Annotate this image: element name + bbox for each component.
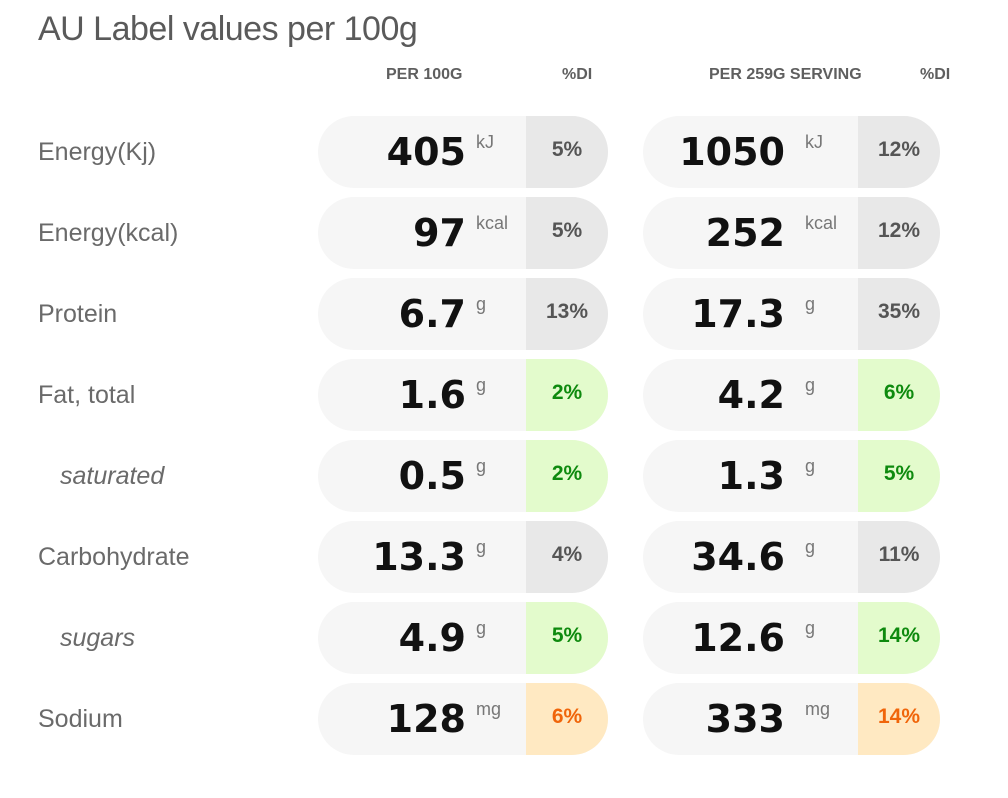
per-100g-pill: 97 kcal 5%: [318, 197, 608, 269]
per-serving-unit: kJ: [805, 132, 823, 152]
header-per-100g: PER 100G: [386, 66, 463, 83]
per-serving-pill: 12.6 g 14%: [643, 602, 940, 674]
per-serving-pill: 17.3 g 35%: [643, 278, 940, 350]
per-100g-unit: g: [476, 456, 487, 476]
per-100g-pill: 128 mg 6%: [318, 683, 608, 755]
per-serving-di: 35%: [858, 278, 940, 350]
per-serving-unit: g: [805, 537, 816, 557]
per-serving-di: 14%: [858, 683, 940, 755]
per-serving-pill: 1050 kJ 12%: [643, 116, 940, 188]
nutrition-row-2: Protein 6.7 g 13% 17.3 g 35%: [0, 278, 1008, 359]
per-100g-unit: kcal: [476, 213, 509, 233]
per-100g-unit: g: [476, 537, 487, 557]
per-100g-value: 1.6: [398, 373, 466, 417]
per-100g-value: 128: [386, 697, 466, 741]
per-100g-di: 13%: [526, 278, 608, 350]
nutrition-row-0: Energy(Kj) 405 kJ 5% 1050 kJ 12%: [0, 116, 1008, 197]
per-100g-unit: mg: [476, 699, 502, 719]
nutrient-label: Energy(kcal): [38, 219, 179, 247]
per-serving-value: 333: [705, 697, 785, 741]
per-100g-pill: 0.5 g 2%: [318, 440, 608, 512]
nutrient-label: saturated: [60, 462, 165, 490]
per-100g-unit: kJ: [476, 132, 494, 152]
page-title: AU Label values per 100g: [38, 10, 418, 48]
per-100g-di: 2%: [526, 359, 608, 431]
per-100g-value: 4.9: [398, 616, 466, 660]
per-serving-pill: 333 mg 14%: [643, 683, 940, 755]
per-serving-di: 12%: [858, 116, 940, 188]
nutrition-table: Energy(Kj) 405 kJ 5% 1050 kJ 12% Energy(…: [0, 116, 1008, 764]
header-per-serving: PER 259G SERVING: [709, 66, 862, 83]
header-di-serving: %DI: [920, 66, 951, 83]
per-serving-pill: 1.3 g 5%: [643, 440, 940, 512]
per-100g-unit: g: [476, 294, 487, 314]
per-serving-pill: 34.6 g 11%: [643, 521, 940, 593]
nutrient-label: Carbohydrate: [38, 543, 190, 571]
per-100g-di: 5%: [526, 116, 608, 188]
per-100g-di: 5%: [526, 602, 608, 674]
per-serving-di: 6%: [858, 359, 940, 431]
per-serving-unit: g: [805, 456, 816, 476]
nutrient-label: Protein: [38, 300, 118, 328]
per-serving-pill: 4.2 g 6%: [643, 359, 940, 431]
per-100g-di: 2%: [526, 440, 608, 512]
nutrition-row-5: Carbohydrate 13.3 g 4% 34.6 g 11%: [0, 521, 1008, 602]
per-serving-di: 5%: [858, 440, 940, 512]
per-serving-di: 12%: [858, 197, 940, 269]
per-100g-pill: 405 kJ 5%: [318, 116, 608, 188]
nutrient-label: Sodium: [38, 705, 123, 733]
header-di-100g: %DI: [562, 66, 593, 83]
per-serving-value: 4.2: [717, 373, 785, 417]
per-serving-unit: kcal: [805, 213, 838, 233]
per-serving-pill: 252 kcal 12%: [643, 197, 940, 269]
per-100g-di: 5%: [526, 197, 608, 269]
per-serving-unit: g: [805, 294, 816, 314]
per-100g-value: 13.3: [372, 535, 466, 579]
per-100g-unit: g: [476, 375, 487, 395]
nutrition-row-6: sugars 4.9 g 5% 12.6 g 14%: [0, 602, 1008, 683]
nutrition-row-4: saturated 0.5 g 2% 1.3 g 5%: [0, 440, 1008, 521]
per-100g-pill: 6.7 g 13%: [318, 278, 608, 350]
per-serving-unit: mg: [805, 699, 831, 719]
per-serving-value: 1050: [679, 130, 785, 174]
per-100g-di: 4%: [526, 521, 608, 593]
nutrient-label: sugars: [60, 624, 136, 652]
per-100g-di: 6%: [526, 683, 608, 755]
per-100g-value: 405: [386, 130, 466, 174]
per-100g-value: 97: [413, 211, 466, 255]
nutrition-row-3: Fat, total 1.6 g 2% 4.2 g 6%: [0, 359, 1008, 440]
nutrition-row-7: Sodium 128 mg 6% 333 mg 14%: [0, 683, 1008, 764]
per-serving-value: 34.6: [691, 535, 785, 579]
per-serving-unit: g: [805, 618, 816, 638]
per-serving-value: 17.3: [691, 292, 785, 336]
nutrient-label: Energy(Kj): [38, 138, 157, 166]
per-serving-di: 14%: [858, 602, 940, 674]
per-serving-value: 252: [705, 211, 785, 255]
per-serving-value: 12.6: [691, 616, 785, 660]
per-100g-value: 6.7: [398, 292, 466, 336]
per-100g-value: 0.5: [398, 454, 466, 498]
per-serving-di: 11%: [858, 521, 940, 593]
per-serving-value: 1.3: [717, 454, 785, 498]
nutrition-row-1: Energy(kcal) 97 kcal 5% 252 kcal 12%: [0, 197, 1008, 278]
per-100g-pill: 1.6 g 2%: [318, 359, 608, 431]
per-100g-unit: g: [476, 618, 487, 638]
nutrient-label: Fat, total: [38, 381, 136, 409]
per-100g-pill: 4.9 g 5%: [318, 602, 608, 674]
per-serving-unit: g: [805, 375, 816, 395]
per-100g-pill: 13.3 g 4%: [318, 521, 608, 593]
